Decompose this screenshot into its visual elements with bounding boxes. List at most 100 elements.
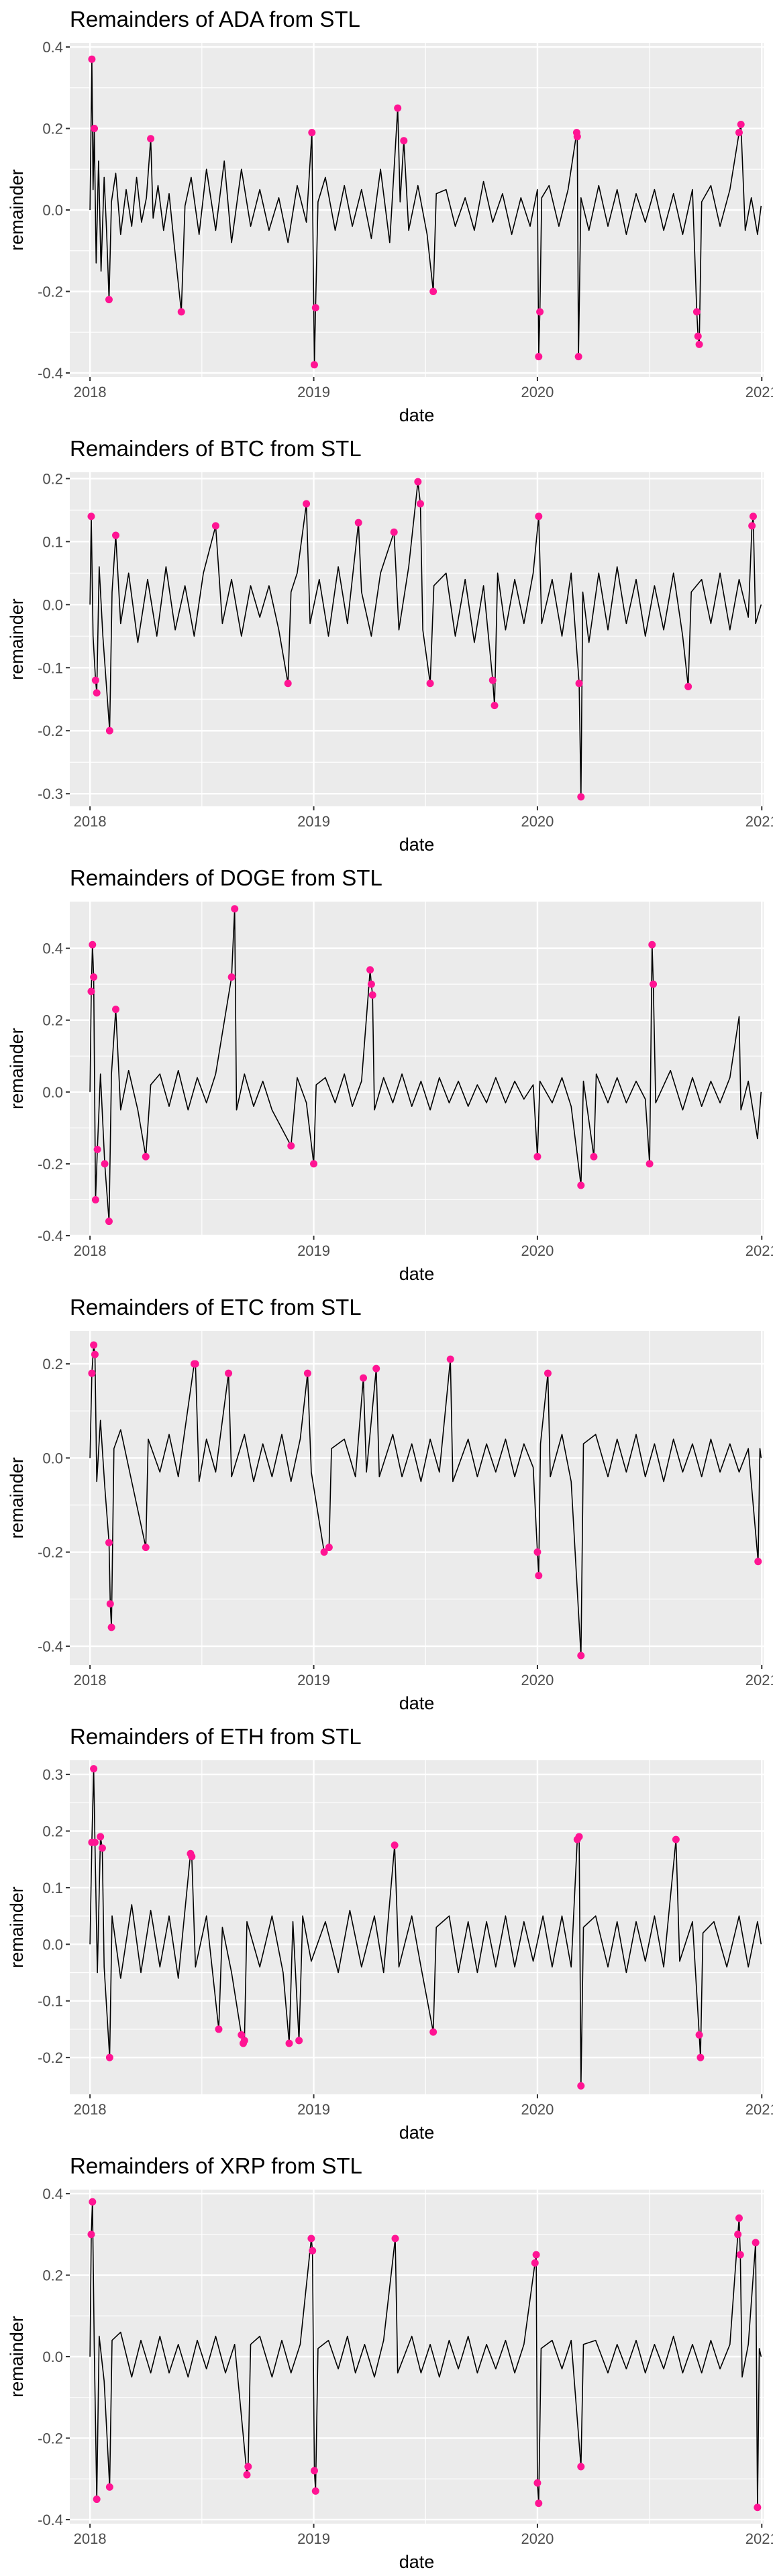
chart-4: -0.2 -0.1 0.0 0.1 0.2 0.3 2018 2019 2020 2021 Rema… xyxy=(0,1717,773,2147)
y-axis-title: remainder xyxy=(7,1886,27,1968)
y-tick-label: -0.4 xyxy=(38,365,63,382)
y-tick-label: -0.2 xyxy=(38,283,63,300)
anomaly-point xyxy=(88,55,96,63)
y-tick-label: 0.4 xyxy=(42,39,63,56)
x-tick-label: 2018 xyxy=(74,2530,107,2547)
anomaly-point xyxy=(93,1145,101,1153)
anomaly-point xyxy=(105,727,113,735)
anomaly-point xyxy=(310,1160,318,1168)
anomaly-point xyxy=(535,2500,543,2508)
x-axis-title: date xyxy=(399,2552,435,2572)
y-tick-label: 0.2 xyxy=(42,121,63,138)
y-tick-label: -0.4 xyxy=(38,1228,63,1244)
anomaly-point xyxy=(368,991,376,999)
anomaly-point xyxy=(394,104,402,112)
y-tick-label: 0.0 xyxy=(42,202,63,219)
anomaly-point xyxy=(697,2053,705,2061)
anomaly-point xyxy=(372,1364,380,1373)
anomaly-point xyxy=(577,2082,585,2090)
anomaly-point xyxy=(577,1181,585,1189)
anomaly-point xyxy=(429,2028,437,2036)
anomaly-point xyxy=(748,522,756,530)
y-tick-label: 0.2 xyxy=(42,1012,63,1029)
anomaly-point xyxy=(87,513,95,521)
anomaly-point xyxy=(735,2214,743,2222)
anomaly-point xyxy=(426,680,434,688)
anomaly-point xyxy=(577,2463,585,2471)
anomaly-point xyxy=(491,702,499,710)
y-tick-label: -0.1 xyxy=(38,1993,63,2010)
anomaly-point xyxy=(112,1006,120,1014)
x-tick-label: 2020 xyxy=(521,1672,554,1688)
chart-2: -0.4 -0.2 0.0 0.2 0.4 2018 2019 2020 2021 Remaind… xyxy=(0,859,773,1288)
y-tick-label: -0.2 xyxy=(38,2049,63,2066)
anomaly-point xyxy=(488,676,497,684)
x-tick-label: 2019 xyxy=(297,813,330,830)
anomaly-point xyxy=(90,973,98,981)
anomaly-point xyxy=(88,1369,96,1377)
y-axis-title: remainder xyxy=(7,169,27,251)
x-tick-label: 2021 xyxy=(745,2101,773,2118)
anomaly-point xyxy=(694,332,702,340)
anomaly-point xyxy=(544,1369,552,1377)
anomaly-point xyxy=(672,1835,680,1843)
anomaly-point xyxy=(188,1852,196,1860)
chart-svg: -0.2 -0.1 0.0 0.1 0.2 0.3 2018 2019 2020 2021 Rema… xyxy=(7,1724,773,2143)
anomaly-point xyxy=(191,1360,199,1368)
y-tick-label: -0.3 xyxy=(38,786,63,802)
anomaly-point xyxy=(105,2483,113,2491)
anomaly-point xyxy=(89,941,97,949)
anomaly-point xyxy=(107,1623,115,1631)
anomaly-point xyxy=(93,689,101,697)
anomaly-point xyxy=(535,513,543,521)
anomaly-point xyxy=(695,340,703,348)
x-tick-label: 2020 xyxy=(521,384,554,400)
anomaly-point xyxy=(211,522,219,530)
x-tick-label: 2021 xyxy=(745,1672,773,1688)
x-tick-label: 2019 xyxy=(297,2530,330,2547)
y-tick-label: -0.2 xyxy=(38,722,63,739)
y-tick-label: 0.0 xyxy=(42,1936,63,1953)
x-tick-label: 2018 xyxy=(74,384,107,400)
y-axis-title: remainder xyxy=(7,1457,27,1539)
x-tick-label: 2019 xyxy=(297,1672,330,1688)
x-tick-label: 2021 xyxy=(745,384,773,400)
y-axis-title: remainder xyxy=(7,1028,27,1110)
series-line xyxy=(89,1768,762,2087)
anomaly-point xyxy=(310,2467,318,2475)
x-tick-label: 2020 xyxy=(521,2101,554,2118)
chart-title: Remainders of BTC from STL xyxy=(70,436,362,461)
anomaly-point xyxy=(646,1160,654,1168)
chart-title: Remainders of ADA from STL xyxy=(70,7,360,32)
series-line xyxy=(89,1344,762,1656)
anomaly-point xyxy=(307,2235,315,2243)
anomaly-point xyxy=(390,528,398,536)
anomaly-point xyxy=(577,793,585,801)
x-tick-label: 2018 xyxy=(74,1672,107,1688)
series-line xyxy=(89,58,762,366)
y-tick-label: -0.4 xyxy=(38,1638,63,1655)
anomaly-point xyxy=(366,966,374,974)
x-tick-label: 2021 xyxy=(745,813,773,830)
anomaly-point xyxy=(240,2037,248,2045)
chart-svg: -0.3 -0.2 -0.1 0.0 0.1 0.2 2018 2019 2020 2021 Rem… xyxy=(7,436,773,855)
chart-0: -0.4 -0.2 0.0 0.2 0.4 2018 2019 2020 2021 Remaind… xyxy=(0,0,773,429)
anomaly-point xyxy=(295,2037,303,2045)
anomaly-point xyxy=(650,980,658,988)
y-tick-label: -0.2 xyxy=(38,2430,63,2447)
y-tick-label: 0.2 xyxy=(42,1823,63,1840)
anomaly-point xyxy=(692,308,701,316)
anomaly-point xyxy=(91,1350,99,1358)
anomaly-point xyxy=(695,2031,703,2039)
anomaly-point xyxy=(310,361,318,369)
anomaly-point xyxy=(225,1369,233,1377)
y-tick-label: -0.1 xyxy=(38,659,63,676)
anomaly-point xyxy=(238,2031,246,2039)
anomaly-point xyxy=(536,308,544,316)
x-axis-title: date xyxy=(399,2123,435,2143)
chart-svg: -0.4 -0.2 0.0 0.2 0.4 2018 2019 2020 2021 Remaind… xyxy=(7,865,773,1284)
anomaly-point xyxy=(89,2198,97,2206)
y-axis-title: remainder xyxy=(7,598,27,680)
anomaly-point xyxy=(243,2471,251,2479)
plot-panel xyxy=(70,902,764,1236)
